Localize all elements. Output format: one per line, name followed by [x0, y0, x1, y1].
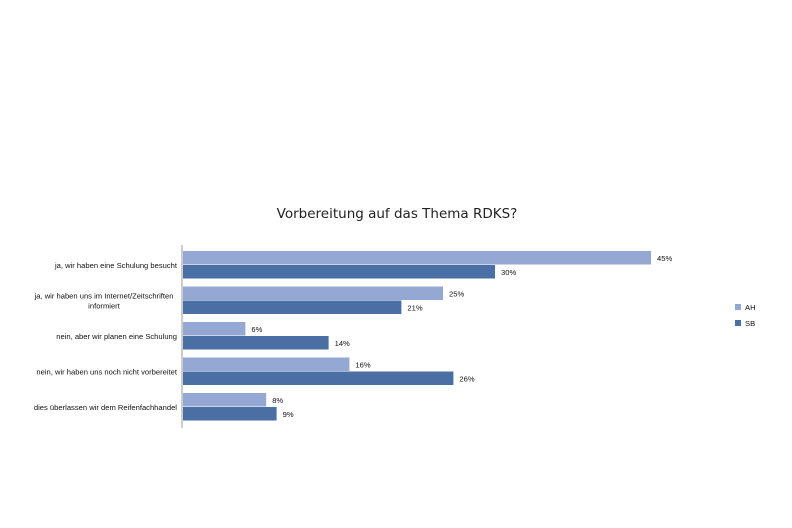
legend: AH SB [735, 303, 756, 328]
category-label-3: nein, wir haben uns noch nicht vorbereit… [36, 368, 177, 377]
bar-ah-1 [183, 286, 443, 300]
category-label-0: ja, wir haben eine Schulung besucht [54, 261, 178, 270]
category-label-4: dies überlassen wir dem Reifenfachhandel [34, 403, 177, 412]
category-labels: ja, wir haben eine Schulung besucht ja, w… [34, 261, 178, 412]
bar-sb-0 [183, 265, 495, 279]
data-label-ah-3: 16% [355, 361, 370, 370]
bar-sb-3 [183, 371, 454, 385]
bar-sb-2 [183, 336, 329, 350]
legend-swatch-ah [735, 304, 741, 310]
bars-layer [183, 251, 651, 421]
data-label-ah-0: 45% [657, 254, 672, 263]
data-labels: 45% 30% 25% 21% 6% 14% 16% 26% 8%9% [251, 254, 672, 419]
legend-label-ah: AH [745, 303, 756, 312]
data-label-sb-4: 9% [283, 410, 294, 419]
data-label-sb-0: 30% [501, 268, 516, 277]
bar-ah-2 [183, 322, 246, 336]
legend-label-sb: SB [745, 319, 755, 328]
bar-sb-4 [183, 407, 277, 421]
data-label-ah-1: 25% [449, 290, 464, 299]
data-label-ah-2: 6% [251, 325, 262, 334]
bar-ah-3 [183, 357, 350, 371]
data-label-ah-4: 8% [272, 396, 283, 405]
chart-title: Vorbereitung auf das Thema RDKS? [277, 206, 518, 222]
legend-swatch-sb [735, 320, 741, 326]
bar-ah-0 [183, 251, 651, 265]
data-label-sb-2: 14% [335, 339, 350, 348]
bar-sb-1 [183, 300, 402, 314]
data-label-sb-3: 26% [459, 375, 474, 384]
data-label-sb-1: 21% [407, 304, 422, 313]
bar-ah-4 [183, 393, 267, 407]
category-label-2: nein, aber wir planen eine Schulung [56, 332, 177, 341]
category-label-1: ja, wir haben uns im Internet/Zeitschrif… [34, 292, 174, 311]
